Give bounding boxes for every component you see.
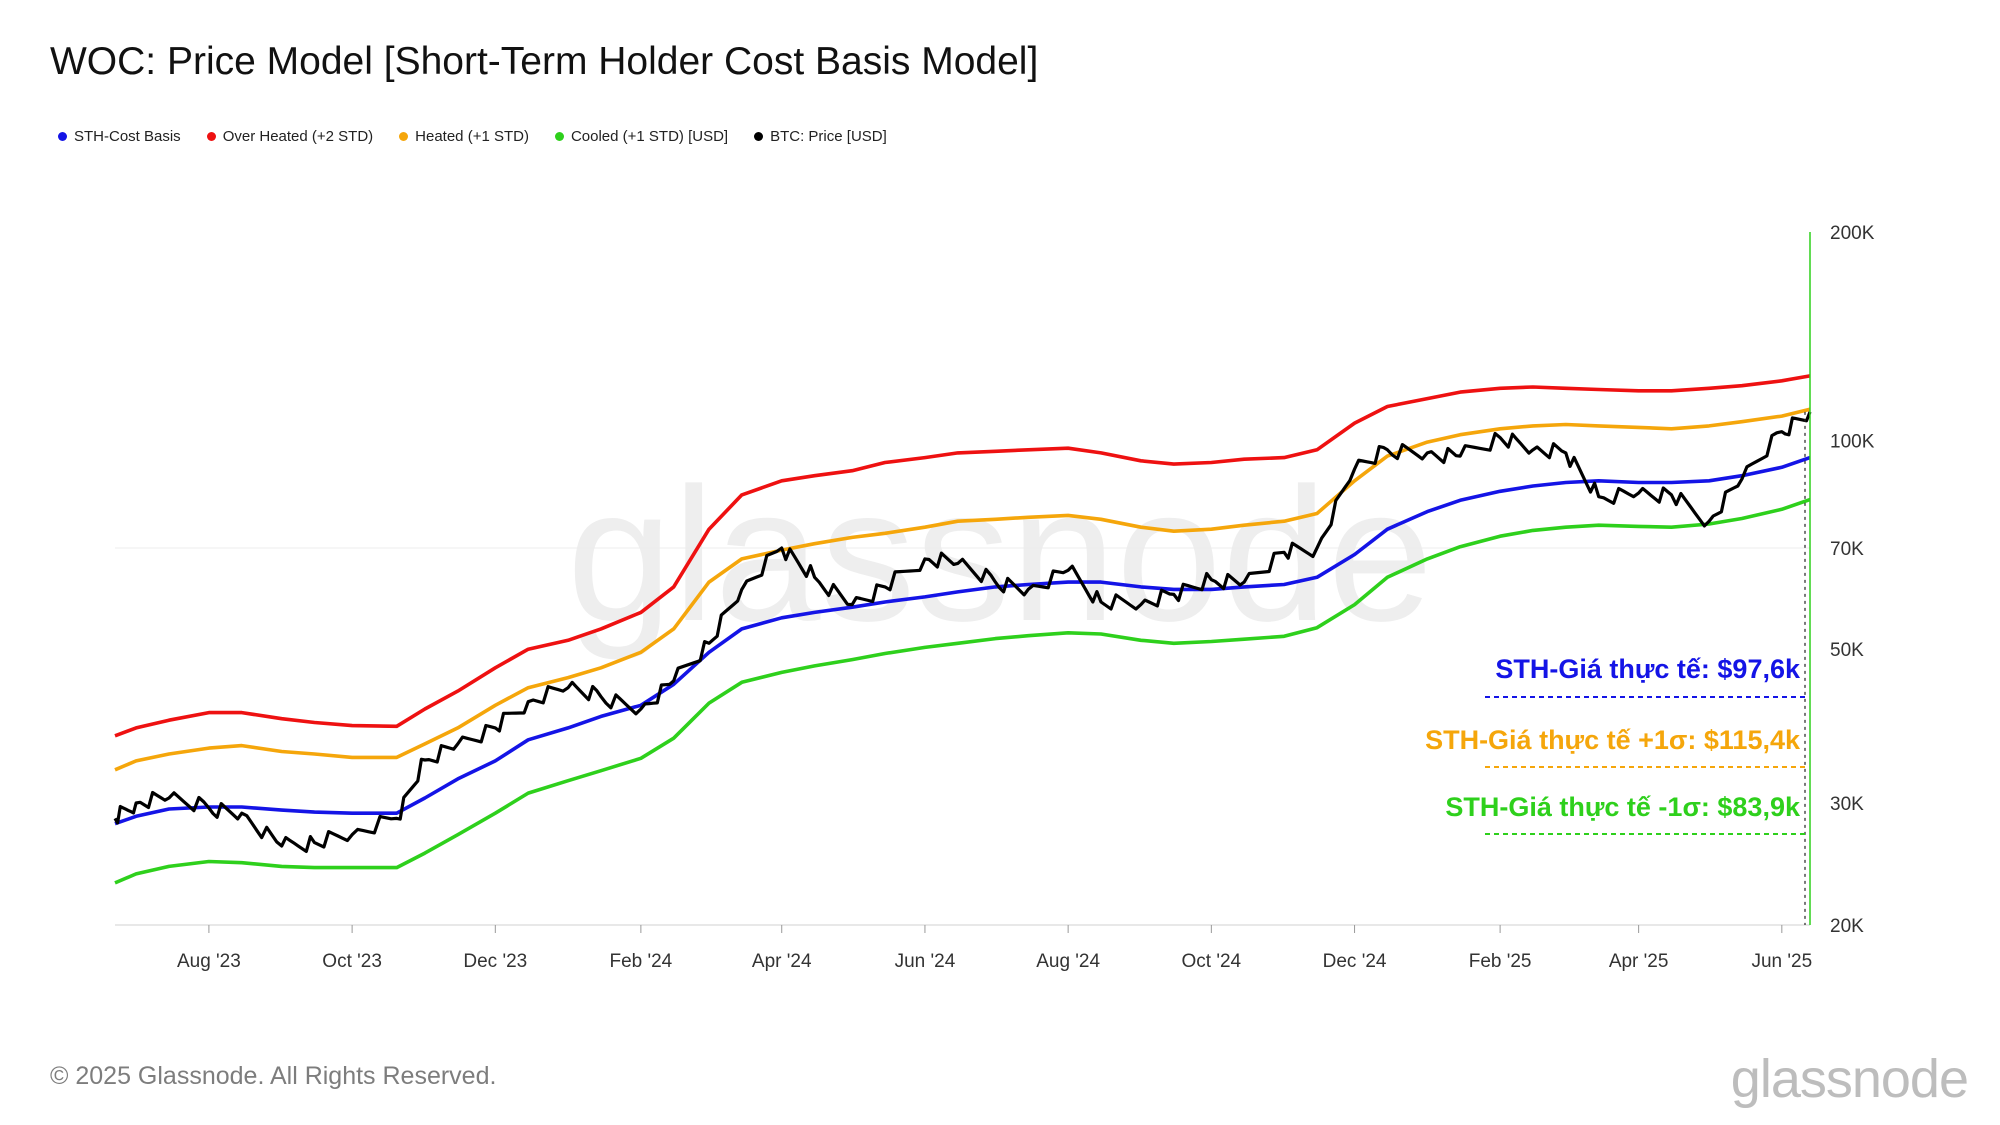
x-tick-label: Jun '25: [1751, 951, 1812, 972]
y-tick-label: 30K: [1830, 794, 1864, 815]
series-line-btc-price-usd: [113, 411, 1812, 853]
series-line-sth-cost-basis: [114, 455, 1811, 826]
x-tick-label: Dec '23: [463, 951, 527, 972]
legend-item-heated[interactable]: Heated (+1 STD): [399, 128, 529, 145]
x-tick-label: Aug '23: [177, 951, 241, 972]
annotation-label: STH-Giá thực tế: $97,6k: [1495, 654, 1801, 684]
y-tick-label: 50K: [1830, 640, 1864, 661]
x-tick-label: Oct '23: [322, 951, 382, 972]
y-tick-label: 70K: [1830, 539, 1864, 560]
y-tick-label: 100K: [1830, 432, 1875, 453]
axes: Aug '23 Oct '23 Dec '23 Feb '24 Apr '24 Jun '…: [115, 223, 1875, 972]
legend-label: Cooled (+1 STD) [USD]: [570, 128, 729, 145]
x-tick-label: Feb '24: [609, 951, 672, 972]
x-tick-label: Apr '25: [1609, 951, 1669, 972]
series-line-heated-1-std: [114, 407, 1811, 772]
annotations: STH-Giá thực tế: $97,6k STH-Giá thực tế +…: [1425, 411, 1806, 925]
legend-label: STH-Cost Basis: [74, 128, 181, 145]
x-tick-label: Dec '24: [1323, 951, 1387, 972]
legend-dot-icon: [58, 132, 67, 141]
y-tick-label: 200K: [1830, 223, 1875, 244]
series-line-cooled-1-std-usd: [114, 497, 1811, 885]
watermark: glassnode: [567, 449, 1433, 661]
series-line-over-heated-2-std: [114, 374, 1811, 738]
copyright-text: © 2025 Glassnode. All Rights Reserved.: [50, 1062, 497, 1090]
legend-item-btc-price[interactable]: BTC: Price [USD]: [754, 128, 887, 145]
legend-label: Heated (+1 STD): [415, 128, 529, 145]
series-layer: [113, 374, 1812, 885]
legend-dot-icon: [399, 132, 409, 141]
x-tick-label: Aug '24: [1036, 951, 1100, 972]
annotation-label: STH-Giá thực tế +1σ: $115,4k: [1425, 725, 1801, 755]
legend-item-over-heated[interactable]: Over Heated (+2 STD): [206, 128, 374, 145]
x-tick-label: Oct '24: [1182, 951, 1242, 972]
watermark-text: glassnode: [567, 449, 1433, 661]
x-tick-label: Feb '25: [1469, 951, 1532, 972]
legend-dot-icon: [554, 132, 564, 141]
glassnode-logo: glassnode: [1730, 1049, 1969, 1109]
legend: STH-Cost Basis Over Heated (+2 STD) Heat…: [58, 128, 887, 145]
legend-item-cooled[interactable]: Cooled (+1 STD) [USD]: [554, 128, 729, 145]
legend-label: BTC: Price [USD]: [770, 128, 887, 145]
legend-label: Over Heated (+2 STD): [222, 128, 374, 145]
legend-dot-icon: [754, 132, 764, 141]
y-tick-label: 20K: [1830, 916, 1864, 937]
legend-dot-icon: [206, 132, 216, 141]
legend-item-sth-cost-basis[interactable]: STH-Cost Basis: [58, 128, 181, 145]
page-title: WOC: Price Model [Short-Term Holder Cost…: [50, 40, 1039, 83]
annotation-label: STH-Giá thực tế -1σ: $83,9k: [1445, 792, 1801, 822]
x-tick-label: Apr '24: [752, 951, 812, 972]
x-tick-label: Jun '24: [895, 951, 956, 972]
